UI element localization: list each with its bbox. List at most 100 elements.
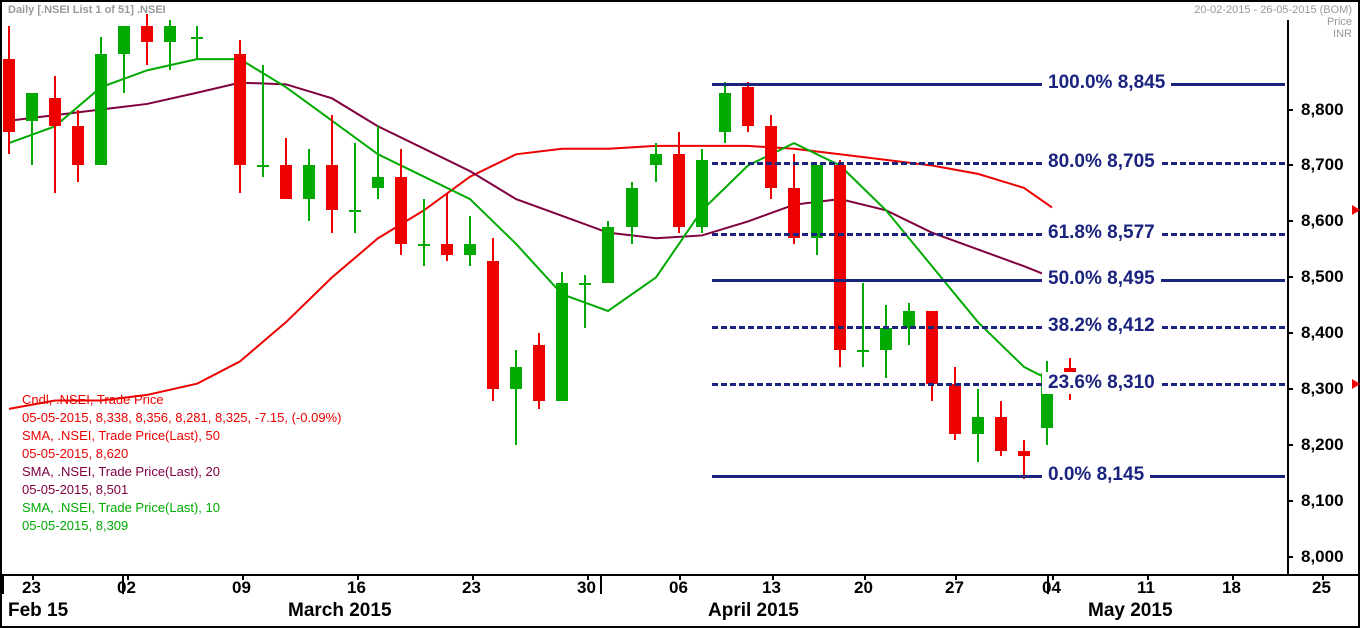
- y-tick-label: 8,100: [1301, 491, 1344, 511]
- fib-label: 23.6% 8,310: [1042, 372, 1161, 394]
- fib-label: 61.8% 8,577: [1042, 222, 1161, 244]
- candle-body: [72, 126, 84, 165]
- candle-body: [49, 98, 61, 126]
- candle-body: [441, 244, 453, 255]
- candle-body: [602, 227, 614, 283]
- x-tick-label: 16: [347, 578, 366, 598]
- x-tick-label: 13: [762, 578, 781, 598]
- candle-body: [303, 165, 315, 199]
- candle-wick: [515, 350, 517, 445]
- candle-wick: [54, 76, 56, 194]
- candle-body: [926, 311, 938, 384]
- price-currency-label: PriceINR: [1327, 16, 1352, 40]
- x-tick-label: 06: [669, 578, 688, 598]
- price-marker: [1352, 205, 1360, 215]
- x-tick-label: 09: [232, 578, 251, 598]
- legend-line: SMA, .NSEI, Trade Price(Last), 10: [22, 500, 220, 515]
- fib-line: [712, 383, 1285, 386]
- fib-line: [712, 83, 1285, 86]
- candle-body: [1018, 451, 1030, 457]
- candle-body: [719, 93, 731, 132]
- candle-body: [765, 126, 777, 188]
- candle-body: [3, 59, 15, 132]
- x-month-label: April 2015: [708, 600, 799, 622]
- y-tick-label: 8,400: [1301, 323, 1344, 343]
- candle-body: [857, 350, 869, 352]
- candle-body: [579, 283, 591, 285]
- candle-body: [191, 37, 203, 39]
- legend-line: SMA, .NSEI, Trade Price(Last), 50: [22, 428, 220, 443]
- x-tick-label: 23: [22, 578, 41, 598]
- candle-body: [257, 165, 269, 167]
- x-month-label: May 2015: [1088, 600, 1173, 622]
- candle-body: [141, 26, 153, 43]
- legend-line: 05-05-2015, 8,620: [22, 446, 128, 461]
- x-tick-label: 04: [1042, 578, 1061, 598]
- x-tick-label: 23: [462, 578, 481, 598]
- y-tick-label: 8,800: [1301, 100, 1344, 120]
- y-tick-label: 8,300: [1301, 379, 1344, 399]
- x-tick-label: 27: [945, 578, 964, 598]
- candle-body: [326, 165, 338, 210]
- fib-label: 50.0% 8,495: [1042, 268, 1161, 290]
- chart-title-left: Daily [.NSEI List 1 of 51] .NSEI: [8, 4, 166, 16]
- x-tick-label: 20: [854, 578, 873, 598]
- candle-wick: [196, 26, 198, 60]
- legend-line: SMA, .NSEI, Trade Price(Last), 20: [22, 464, 220, 479]
- fib-label: 80.0% 8,705: [1042, 151, 1161, 173]
- candle-body: [533, 345, 545, 401]
- y-tick-label: 8,600: [1301, 211, 1344, 231]
- x-axis-line: [2, 574, 1360, 576]
- candle-body: [487, 261, 499, 390]
- candle-body: [234, 54, 246, 166]
- candle-body: [673, 154, 685, 227]
- y-tick-label: 8,200: [1301, 435, 1344, 455]
- candle-body: [949, 384, 961, 434]
- candle-body: [995, 417, 1007, 451]
- candle-body: [26, 93, 38, 121]
- candle-body: [696, 160, 708, 227]
- chart-container: Daily [.NSEI List 1 of 51] .NSEI 20-02-2…: [0, 0, 1360, 628]
- legend-line: 05-05-2015, 8,309: [22, 518, 128, 533]
- candle-body: [880, 328, 892, 350]
- candle-body: [650, 154, 662, 165]
- x-tick-label: 02: [117, 578, 136, 598]
- candle-wick: [262, 65, 264, 177]
- legend-line: 05-05-2015, 8,338, 8,356, 8,281, 8,325, …: [22, 410, 341, 425]
- candle-body: [811, 165, 823, 238]
- x-tick-label: 30: [577, 578, 596, 598]
- fib-label: 38.2% 8,412: [1042, 315, 1161, 337]
- sma-line: [9, 146, 1052, 409]
- candle-wick: [377, 126, 379, 199]
- sma-line: [9, 83, 1052, 278]
- fib-line: [712, 326, 1285, 329]
- candle-body: [418, 244, 430, 246]
- candle-body: [372, 177, 384, 188]
- candle-wick: [423, 199, 425, 266]
- candle-body: [349, 210, 361, 212]
- fib-label: 100.0% 8,845: [1042, 72, 1171, 94]
- y-tick-label: 8,000: [1301, 547, 1344, 567]
- chart-title-right: 20-02-2015 - 26-05-2015 (BOM): [1194, 4, 1352, 16]
- legend-line: Cndl, .NSEI, Trade Price: [22, 392, 164, 407]
- plot-area: [2, 20, 1287, 574]
- candle-body: [164, 26, 176, 43]
- price-marker: [1352, 379, 1360, 389]
- candle-body: [834, 165, 846, 350]
- fib-line: [712, 475, 1285, 478]
- candle-body: [95, 54, 107, 166]
- x-tick-label: 25: [1312, 578, 1331, 598]
- candle-body: [788, 188, 800, 238]
- x-tick-label: 18: [1222, 578, 1241, 598]
- candle-body: [464, 244, 476, 255]
- x-month-label: Feb 15: [8, 600, 68, 622]
- y-tick-label: 8,500: [1301, 267, 1344, 287]
- candle-wick: [354, 143, 356, 233]
- y-axis-line: [1287, 20, 1289, 574]
- candle-wick: [1023, 440, 1025, 479]
- fib-line: [712, 279, 1285, 282]
- fib-line: [712, 162, 1285, 165]
- fib-label: 0.0% 8,145: [1042, 464, 1150, 486]
- candle-body: [742, 87, 754, 126]
- candle-body: [510, 367, 522, 389]
